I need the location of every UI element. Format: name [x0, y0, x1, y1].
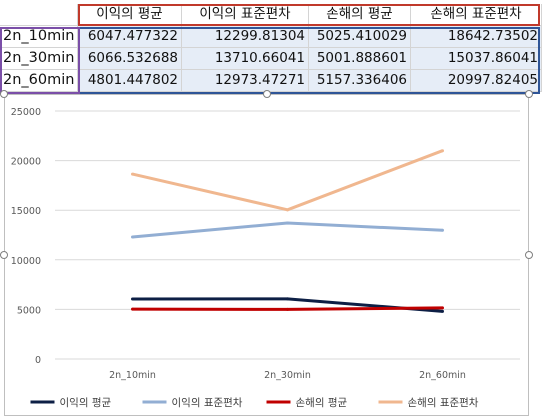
- header-cell-profit-std[interactable]: 이익의 표준편차: [182, 4, 309, 26]
- y-tick-label: 20000: [11, 157, 41, 168]
- data-point: [286, 208, 289, 212]
- value-cell[interactable]: 20997.82405: [411, 70, 542, 92]
- value-cell[interactable]: 6066.532688: [78, 48, 182, 70]
- resize-handle-top-center[interactable]: [263, 90, 271, 98]
- y-tick-label: 0: [35, 355, 41, 366]
- resize-handle-middle-left[interactable]: [0, 251, 8, 259]
- value-cell[interactable]: 13710.66041: [182, 48, 309, 70]
- data-point: [286, 221, 289, 225]
- x-tick-label: 2n_10min: [109, 370, 156, 381]
- table-row: 2n_10min 6047.477322 12299.81304 5025.41…: [0, 26, 542, 48]
- spreadsheet-grid: 이익의 평균 이익의 표준편차 손해의 평균 손해의 표준편차 2n_10min…: [0, 0, 542, 95]
- y-tick-label: 25000: [11, 107, 41, 118]
- y-tick-label: 10000: [11, 256, 41, 267]
- table-header-row: 이익의 평균 이익의 표준편차 손해의 평균 손해의 표준편차: [0, 4, 542, 26]
- value-cell[interactable]: 5025.410029: [309, 26, 411, 48]
- table-row: 2n_60min 4801.447802 12973.47271 5157.33…: [0, 70, 542, 92]
- data-point: [131, 235, 134, 239]
- data-point: [131, 297, 134, 301]
- profit-std-line: [132, 221, 443, 239]
- header-cell-profit-mean[interactable]: 이익의 평균: [78, 4, 182, 26]
- value-cell[interactable]: 6047.477322: [78, 26, 182, 48]
- x-tick-label: 2n_60min: [419, 370, 466, 381]
- header-cell-loss-mean[interactable]: 손해의 평균: [309, 4, 411, 26]
- value-cell[interactable]: 15037.86041: [411, 48, 542, 70]
- legend-item-profit-std: 이익의 표준편차: [172, 396, 243, 409]
- row-label-cell[interactable]: 2n_30min: [0, 48, 78, 70]
- x-tick-label: 2n_30min: [264, 370, 311, 381]
- data-point: [286, 297, 289, 301]
- resize-handle-top-left[interactable]: [0, 90, 8, 98]
- data-point: [131, 307, 134, 311]
- header-cell-corner[interactable]: [0, 4, 78, 26]
- loss-std-line: [132, 149, 444, 212]
- data-point: [131, 172, 134, 176]
- resize-handle-top-right[interactable]: [525, 90, 533, 98]
- value-cell[interactable]: 18642.73502: [411, 26, 542, 48]
- y-tick-label: 5000: [17, 305, 41, 316]
- resize-handle-middle-right[interactable]: [525, 251, 533, 259]
- data-point: [286, 307, 289, 311]
- header-cell-loss-std[interactable]: 손해의 표준편차: [411, 4, 542, 26]
- table-row: 2n_30min 6066.532688 13710.66041 5001.88…: [0, 48, 542, 70]
- y-tick-label: 15000: [11, 206, 41, 217]
- value-cell[interactable]: 12973.47271: [182, 70, 309, 92]
- legend-item-loss-std: 손해의 표준편차: [408, 396, 479, 409]
- chart-area[interactable]: 0 5000 10000 15000 20000 25000 2n_10min 2n_30mi…: [4, 94, 529, 416]
- value-cell[interactable]: 5157.336406: [309, 70, 411, 92]
- value-cell[interactable]: 5001.888601: [309, 48, 411, 70]
- line-chart: 0 5000 10000 15000 20000 25000 2n_10min 2n_30mi…: [11, 107, 520, 409]
- row-label-cell[interactable]: 2n_10min: [0, 26, 78, 48]
- value-cell[interactable]: 12299.81304: [182, 26, 309, 48]
- legend-item-loss-mean: 손해의 평균: [296, 396, 348, 409]
- data-point: [441, 306, 444, 310]
- data-point: [441, 309, 444, 313]
- data-point: [441, 228, 444, 232]
- row-label-cell[interactable]: 2n_60min: [0, 70, 78, 92]
- value-cell[interactable]: 4801.447802: [78, 70, 182, 92]
- data-point: [441, 149, 444, 153]
- legend-item-profit-mean: 이익의 평균: [60, 397, 112, 409]
